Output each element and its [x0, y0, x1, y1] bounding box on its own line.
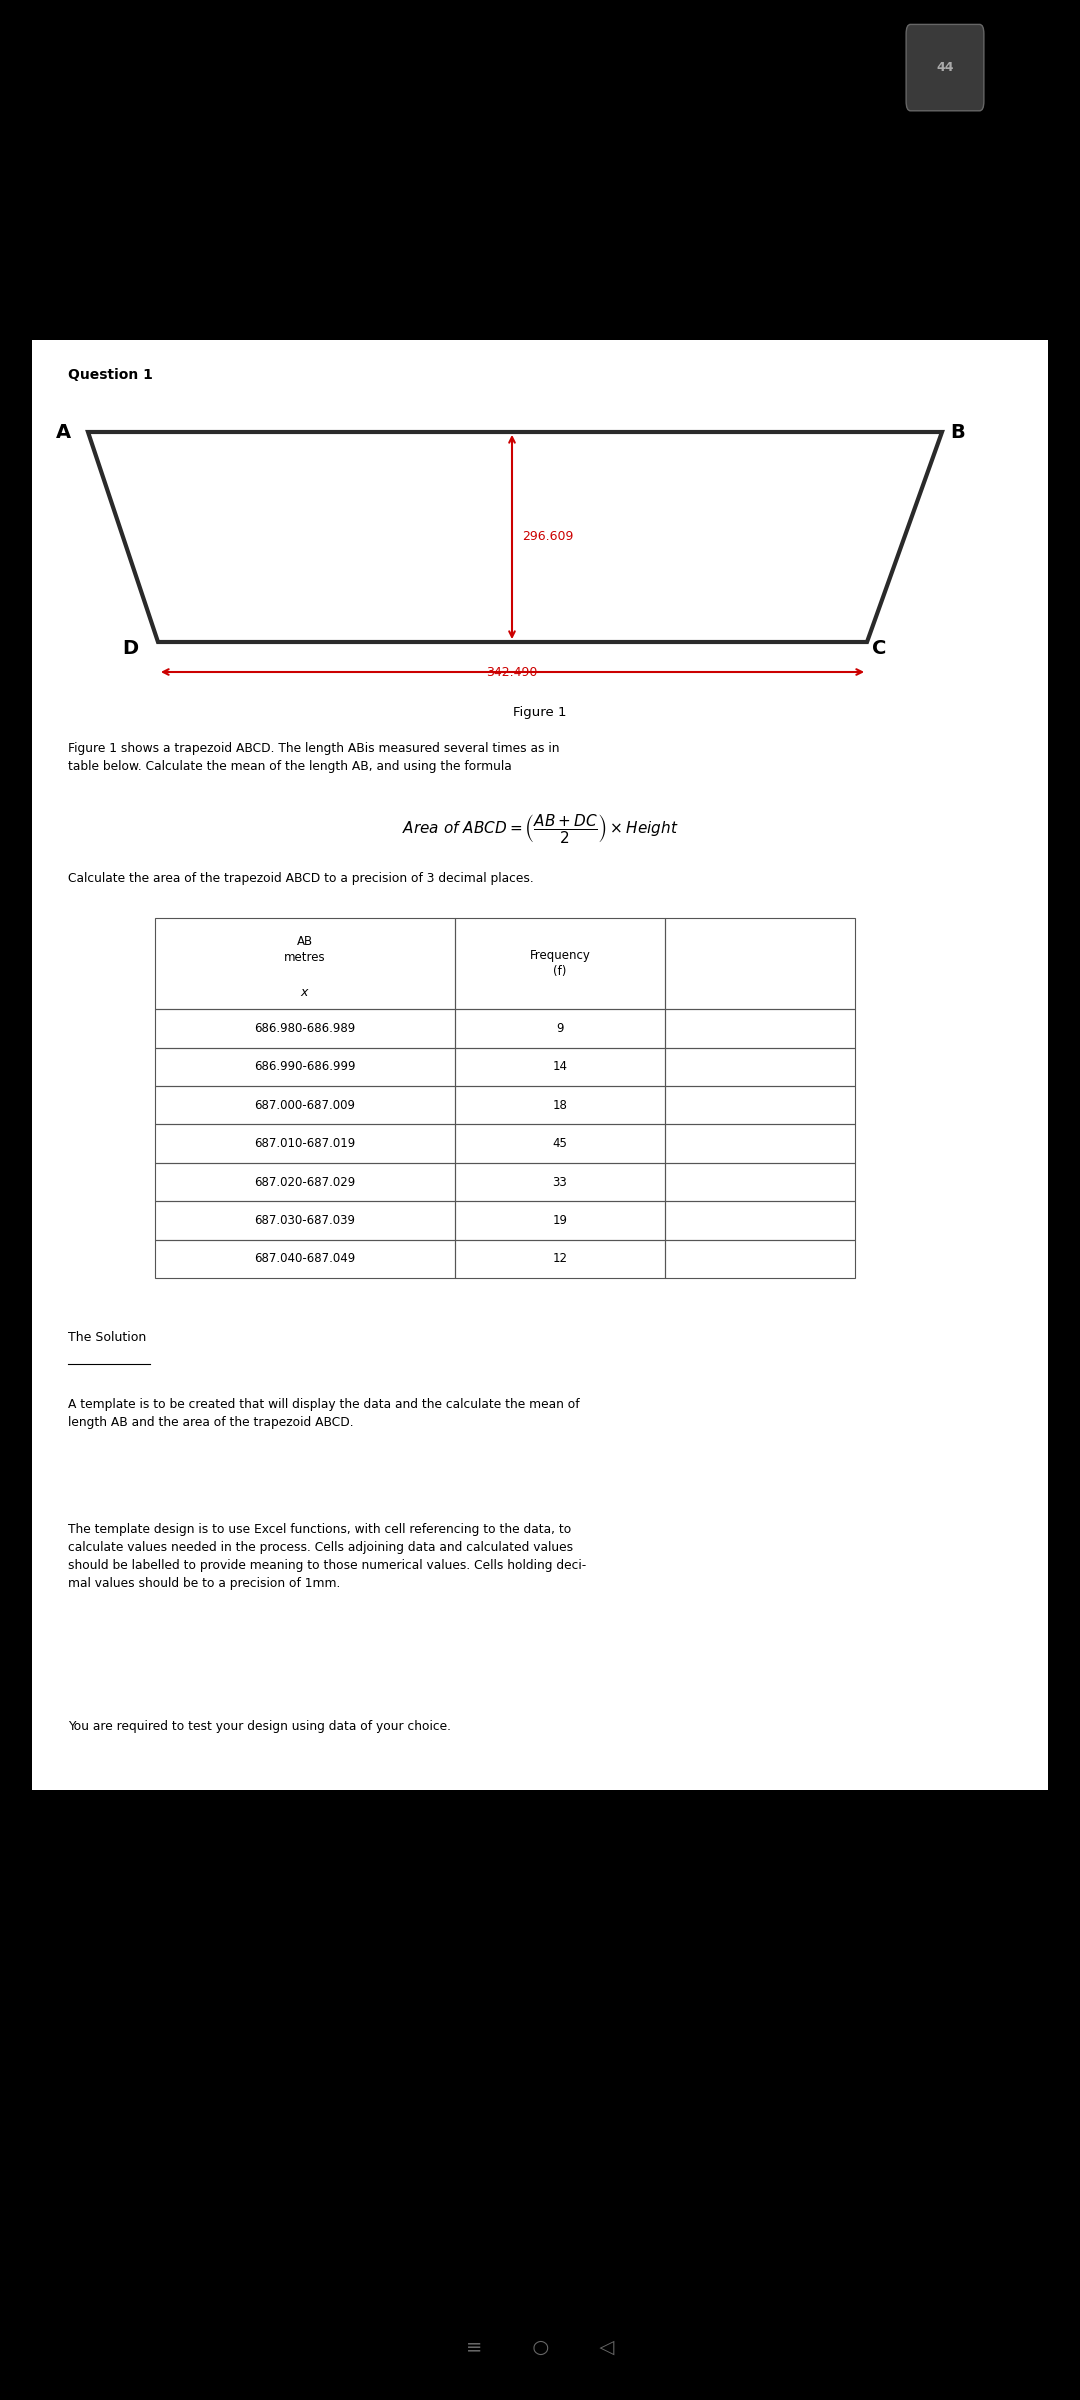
- Text: 686.980-686.989: 686.980-686.989: [255, 1022, 355, 1034]
- Text: AB
metres: AB metres: [284, 936, 326, 965]
- Text: 296.609: 296.609: [522, 530, 573, 542]
- Bar: [156, 1123, 455, 1164]
- Bar: [665, 1085, 855, 1123]
- Text: 19: 19: [553, 1214, 567, 1226]
- Bar: [156, 1046, 455, 1085]
- Bar: [665, 917, 855, 1008]
- Text: A template is to be created that will display the data and the calculate the mea: A template is to be created that will di…: [68, 1399, 580, 1428]
- Bar: [665, 1162, 855, 1200]
- Bar: [665, 1008, 855, 1046]
- Bar: [32, 341, 1048, 1790]
- Bar: [455, 1046, 665, 1085]
- Text: A: A: [56, 422, 71, 442]
- Text: 44: 44: [936, 60, 954, 74]
- Text: C: C: [872, 638, 887, 658]
- Text: Calculate the area of the trapezoid ABCD to a precision of 3 decimal places.: Calculate the area of the trapezoid ABCD…: [68, 871, 534, 886]
- Text: You are required to test your design using data of your choice.: You are required to test your design usi…: [68, 1721, 451, 1733]
- Text: Question 1: Question 1: [68, 367, 153, 382]
- Bar: [665, 1123, 855, 1164]
- Text: 18: 18: [553, 1099, 567, 1111]
- Text: $\mathit{Area\ of\ ABCD} = \left(\dfrac{AB + DC}{2}\right) \times \mathit{Height: $\mathit{Area\ of\ ABCD} = \left(\dfrac{…: [402, 811, 678, 845]
- Bar: [156, 1008, 455, 1046]
- FancyBboxPatch shape: [906, 24, 984, 110]
- Text: 687.000-687.009: 687.000-687.009: [255, 1099, 355, 1111]
- Text: 686.990-686.999: 686.990-686.999: [254, 1061, 355, 1073]
- Bar: [156, 917, 455, 1008]
- Text: The template design is to use Excel functions, with cell referencing to the data: The template design is to use Excel func…: [68, 1524, 586, 1589]
- Text: 687.040-687.049: 687.040-687.049: [255, 1253, 355, 1265]
- Bar: [455, 1200, 665, 1238]
- Bar: [156, 1162, 455, 1200]
- Text: 687.020-687.029: 687.020-687.029: [255, 1176, 355, 1188]
- Bar: [455, 1238, 665, 1279]
- Bar: [455, 1123, 665, 1164]
- Bar: [665, 1238, 855, 1279]
- Text: The Solution: The Solution: [68, 1330, 146, 1344]
- Text: B: B: [950, 422, 964, 442]
- Text: 687.030-687.039: 687.030-687.039: [255, 1214, 355, 1226]
- Bar: [455, 1008, 665, 1046]
- Text: 342.490: 342.490: [486, 665, 538, 679]
- Bar: [455, 917, 665, 1008]
- Text: $x$: $x$: [300, 986, 310, 998]
- Bar: [156, 1085, 455, 1123]
- Text: Figure 1 shows a trapezoid ABCD. The length ABis measured several times as in
ta: Figure 1 shows a trapezoid ABCD. The len…: [68, 742, 559, 773]
- Text: 687.010-687.019: 687.010-687.019: [255, 1138, 355, 1150]
- Text: D: D: [122, 638, 138, 658]
- Bar: [156, 1238, 455, 1279]
- Text: ≡        ○        ◁: ≡ ○ ◁: [465, 2338, 615, 2357]
- Text: 33: 33: [553, 1176, 567, 1188]
- Bar: [665, 1200, 855, 1238]
- Text: 12: 12: [553, 1253, 567, 1265]
- Bar: [156, 1200, 455, 1238]
- Bar: [455, 1085, 665, 1123]
- Text: Frequency
(f): Frequency (f): [529, 948, 591, 979]
- Bar: [455, 1162, 665, 1200]
- Text: 45: 45: [553, 1138, 567, 1150]
- Text: 9: 9: [556, 1022, 564, 1034]
- Text: 14: 14: [553, 1061, 567, 1073]
- Text: Figure 1: Figure 1: [513, 706, 567, 720]
- Bar: [665, 1046, 855, 1085]
